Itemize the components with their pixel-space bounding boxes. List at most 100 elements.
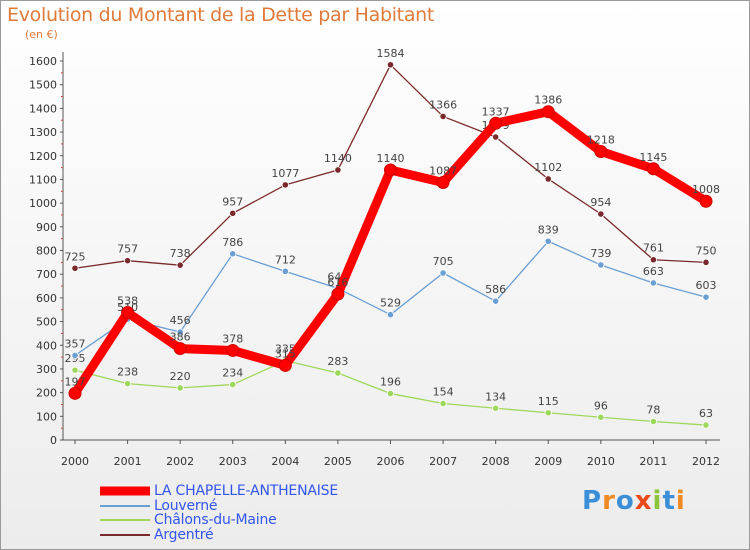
x-tick-label: 2007 — [429, 455, 457, 468]
data-point-chalons-du-maine — [702, 421, 710, 429]
x-tick-label: 2006 — [377, 455, 405, 468]
data-label-la-chapelle-anthenaise: 378 — [222, 332, 243, 345]
legend-label: Châlons-du-Maine — [154, 512, 277, 528]
data-point-louverne — [649, 279, 658, 287]
y-tick-label: 600 — [36, 292, 57, 305]
x-tick-label: 2011 — [639, 455, 667, 468]
data-point-argentre — [702, 258, 710, 266]
data-label-louverne: 839 — [538, 223, 559, 236]
data-label-la-chapelle-anthenaise: 1140 — [377, 152, 405, 165]
x-tick-label: 2008 — [482, 455, 510, 468]
y-tick-label: 1600 — [29, 55, 57, 68]
x-tick-label: 2004 — [271, 455, 299, 468]
legend-item: Châlons-du-Maine — [100, 512, 420, 528]
data-label-argentre: 1584 — [377, 47, 405, 60]
data-point-louverne — [492, 297, 500, 305]
data-point-argentre — [492, 133, 500, 141]
logo-letter: o — [615, 486, 635, 516]
y-tick-label: 100 — [36, 410, 57, 423]
logo-letter: r — [602, 486, 616, 516]
data-label-argentre: 738 — [170, 247, 191, 260]
legend-item: LA CHAPELLE-ANTHENAISE — [100, 483, 420, 499]
data-label-la-chapelle-anthenaise: 386 — [170, 331, 191, 344]
legend-label: Argentré — [154, 526, 214, 543]
data-point-argentre — [281, 181, 289, 189]
data-point-la-chapelle-anthenaise — [541, 105, 555, 119]
data-point-louverne — [71, 351, 79, 360]
data-label-louverne: 586 — [485, 283, 506, 296]
y-tick-label: 1000 — [29, 197, 57, 210]
legend-label: Louverné — [154, 497, 218, 514]
data-label-louverne: 705 — [433, 255, 454, 268]
y-tick-label: 700 — [36, 268, 57, 281]
data-point-chalons-du-maine — [649, 417, 658, 426]
x-tick-label: 2009 — [534, 455, 562, 468]
y-tick-label: 400 — [36, 339, 57, 352]
x-tick-label: 2010 — [587, 455, 615, 468]
data-point-louverne — [439, 269, 447, 277]
data-point-la-chapelle-anthenaise — [646, 162, 660, 176]
data-point-la-chapelle-anthenaise — [489, 116, 503, 130]
legend: LA CHAPELLE-ANTHENAISE Louverné Châlons-du… — [100, 483, 420, 543]
legend-item: Argentré — [100, 526, 420, 543]
data-label-chalons-du-maine: 283 — [327, 355, 348, 368]
data-label-chalons-du-maine: 134 — [485, 390, 506, 403]
data-point-argentre — [71, 264, 79, 272]
y-tick-label: 1200 — [29, 150, 57, 163]
data-label-chalons-du-maine: 154 — [433, 386, 454, 399]
data-label-argentre: 1102 — [534, 161, 562, 174]
data-point-la-chapelle-anthenaise — [594, 144, 608, 158]
data-point-argentre — [386, 61, 395, 69]
data-point-louverne — [176, 328, 184, 336]
data-label-la-chapelle-anthenaise: 538 — [117, 295, 138, 308]
y-tick-label: 1100 — [29, 173, 57, 186]
legend-swatch — [100, 486, 150, 496]
data-point-chalons-du-maine — [597, 413, 605, 421]
legend-swatch — [100, 504, 150, 507]
data-label-louverne: 786 — [222, 236, 243, 249]
data-label-argentre: 750 — [696, 244, 717, 257]
data-point-louverne — [702, 293, 710, 301]
data-point-chalons-du-maine — [544, 409, 552, 417]
x-tick-label: 2001 — [114, 455, 142, 468]
data-label-louverne: 712 — [275, 253, 296, 266]
data-point-argentre — [334, 166, 342, 174]
data-label-argentre: 1140 — [324, 152, 352, 165]
data-label-louverne: 456 — [170, 314, 191, 327]
x-tick-label: 2000 — [61, 455, 89, 468]
data-label-argentre: 725 — [65, 250, 86, 263]
legend-swatch — [100, 533, 150, 536]
data-label-chalons-du-maine: 63 — [699, 407, 713, 420]
data-label-la-chapelle-anthenaise: 1337 — [482, 105, 510, 118]
data-label-la-chapelle-anthenaise: 1145 — [639, 151, 667, 164]
data-point-argentre — [649, 256, 658, 264]
logo-letter: P — [582, 486, 603, 516]
data-point-argentre — [597, 210, 605, 218]
data-point-chalons-du-maine — [439, 399, 447, 408]
data-point-argentre — [439, 112, 447, 121]
data-label-argentre: 757 — [117, 243, 138, 256]
data-point-louverne — [281, 267, 289, 275]
data-label-la-chapelle-anthenaise: 1386 — [534, 94, 562, 107]
x-tick-label: 2005 — [324, 455, 352, 468]
data-point-la-chapelle-anthenaise — [226, 343, 240, 357]
data-label-chalons-du-maine: 96 — [594, 399, 608, 412]
legend-label: LA CHAPELLE-ANTHENAISE — [154, 483, 338, 499]
logo-letter: i — [675, 486, 686, 516]
y-tick-label: 1500 — [29, 79, 57, 92]
chart-title: Evolution du Montant de la Dette par Hab… — [7, 4, 435, 26]
y-tick-label: 900 — [36, 221, 57, 234]
data-label-chalons-du-maine: 220 — [170, 370, 191, 383]
data-label-argentre: 954 — [590, 196, 611, 209]
data-point-louverne — [597, 261, 605, 269]
data-point-la-chapelle-anthenaise — [699, 194, 713, 208]
proxiti-logo: Proxiti — [582, 486, 686, 516]
data-point-argentre — [229, 209, 237, 217]
data-point-la-chapelle-anthenaise — [68, 386, 82, 400]
x-tick-label: 2003 — [219, 455, 247, 468]
data-point-la-chapelle-anthenaise — [121, 306, 135, 320]
y-tick-label: 0 — [50, 434, 57, 447]
data-point-argentre — [176, 261, 184, 269]
